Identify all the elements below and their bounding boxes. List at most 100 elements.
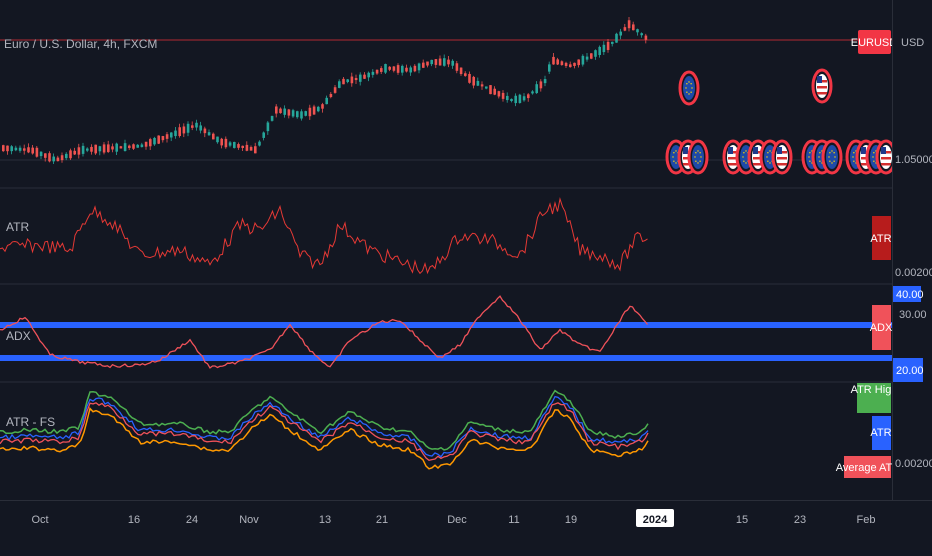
adx-line — [0, 295, 649, 369]
candle-body — [573, 62, 576, 66]
us-flag-icon[interactable] — [875, 139, 897, 175]
candle-body — [191, 125, 194, 128]
adx-upper-level-value: 40.00 — [896, 289, 924, 301]
candle-body — [102, 144, 106, 153]
candle-body — [380, 68, 383, 72]
candle-body — [367, 72, 370, 78]
candle-body — [10, 146, 13, 152]
time-label: 13 — [319, 514, 331, 526]
candle-body — [455, 63, 459, 71]
symbol-title[interactable]: Euro / U.S. Dollar, 4h, FXCM — [4, 37, 157, 51]
candle-body — [258, 141, 261, 146]
candle-body — [548, 64, 551, 72]
candle-body — [426, 61, 429, 66]
candle-body — [283, 108, 286, 115]
candle-body — [186, 123, 190, 133]
candle-body — [212, 133, 215, 140]
currency-label[interactable]: USD — [901, 37, 924, 49]
candle-body — [308, 107, 312, 117]
adx-pane-title[interactable]: ADX — [6, 329, 31, 343]
candle-body — [94, 144, 97, 154]
candle-body — [430, 59, 433, 65]
candle-body — [199, 125, 202, 131]
candle-body — [317, 106, 320, 112]
candle-body — [149, 139, 152, 147]
candle-body — [275, 106, 278, 114]
candle-body — [543, 79, 547, 84]
time-label: 15 — [736, 514, 748, 526]
candle-body — [39, 151, 43, 157]
candle-body — [111, 146, 114, 150]
us-flag-icon[interactable] — [771, 139, 793, 175]
candle-body — [447, 59, 450, 65]
candle-body — [636, 29, 639, 33]
candle-body — [464, 73, 467, 76]
candle-body — [409, 67, 412, 73]
candle-body — [493, 88, 496, 95]
candle-body — [602, 44, 606, 53]
candle-body — [401, 65, 404, 73]
candle-body — [144, 141, 148, 147]
ticker-badge[interactable] — [858, 30, 891, 54]
candle-body — [287, 109, 291, 116]
candle-body — [501, 92, 505, 99]
average-atr-badge-label: Average ATR — [836, 462, 892, 474]
candle-body — [81, 145, 85, 154]
candle-body — [170, 132, 173, 138]
candle-body — [48, 153, 51, 162]
fs-atr-line — [0, 395, 649, 458]
economic-events[interactable] — [665, 68, 897, 175]
candle-body — [174, 130, 177, 137]
atr-fs-axis-value: 0.00200 — [895, 458, 932, 470]
candle-body — [107, 144, 110, 152]
candle-body — [346, 79, 349, 83]
candle-body — [514, 95, 517, 104]
price-axis[interactable]: USD 1.05000 0.00200 40.00 30.00 20.00 0.… — [892, 0, 932, 500]
average-atr-badge[interactable] — [844, 456, 891, 478]
candle-body — [451, 60, 454, 66]
candle-body — [443, 58, 446, 66]
candle-body — [375, 69, 379, 74]
fs-average-line — [0, 402, 649, 462]
candle-body — [535, 84, 538, 94]
candle-body — [581, 55, 585, 65]
time-label: Oct — [31, 514, 48, 526]
adx-upper-level-badge — [893, 286, 921, 302]
time-axis[interactable]: Oct 16 24 Nov 13 21 Dec 11 19 2024 15 23… — [0, 500, 932, 551]
candle-body — [413, 65, 417, 72]
candle-body — [333, 87, 337, 93]
current-time-badge — [636, 509, 674, 527]
atr-fs-badge-label: ATR — [870, 427, 891, 439]
candle-body — [459, 67, 463, 75]
chart-area[interactable]: ATR ADX ATR - FS Euro / U.S. Dollar, 4h,… — [0, 0, 900, 500]
candle-body — [497, 91, 501, 97]
candle-body — [371, 71, 375, 75]
candle-body — [518, 94, 522, 103]
candle-body — [65, 153, 68, 159]
candle-body — [472, 76, 475, 86]
candle-body — [489, 85, 492, 95]
candle-body — [321, 104, 324, 109]
atr-axis-value: 0.00200 — [895, 267, 932, 279]
eu-flag-icon[interactable] — [687, 139, 709, 175]
price-axis-canvas[interactable]: USD 1.05000 0.00200 40.00 30.00 20.00 0.… — [893, 0, 932, 500]
eu-flag-icon[interactable] — [678, 70, 700, 106]
candle-body — [31, 147, 34, 154]
candle-body — [539, 81, 543, 89]
candle-body — [564, 62, 568, 67]
candle-body — [388, 66, 391, 70]
candle-body — [23, 148, 26, 151]
atr-fs-pane-title[interactable]: ATR - FS — [6, 415, 55, 429]
candle-body — [480, 84, 484, 87]
us-flag-icon[interactable] — [811, 68, 833, 104]
candle-body — [359, 74, 362, 82]
eu-flag-icon[interactable] — [821, 139, 843, 175]
atr-pane-title[interactable]: ATR — [6, 220, 29, 234]
chart-canvas[interactable]: ATR ADX ATR - FS Euro / U.S. Dollar, 4h,… — [0, 0, 900, 500]
adx-badge[interactable] — [872, 305, 891, 350]
candle-body — [598, 46, 601, 56]
atr-badge[interactable] — [872, 216, 891, 260]
atr-high-badge[interactable] — [857, 383, 891, 413]
atr-fs-badge[interactable] — [872, 416, 891, 450]
time-axis-canvas[interactable]: Oct 16 24 Nov 13 21 Dec 11 19 2024 15 23… — [0, 501, 932, 551]
